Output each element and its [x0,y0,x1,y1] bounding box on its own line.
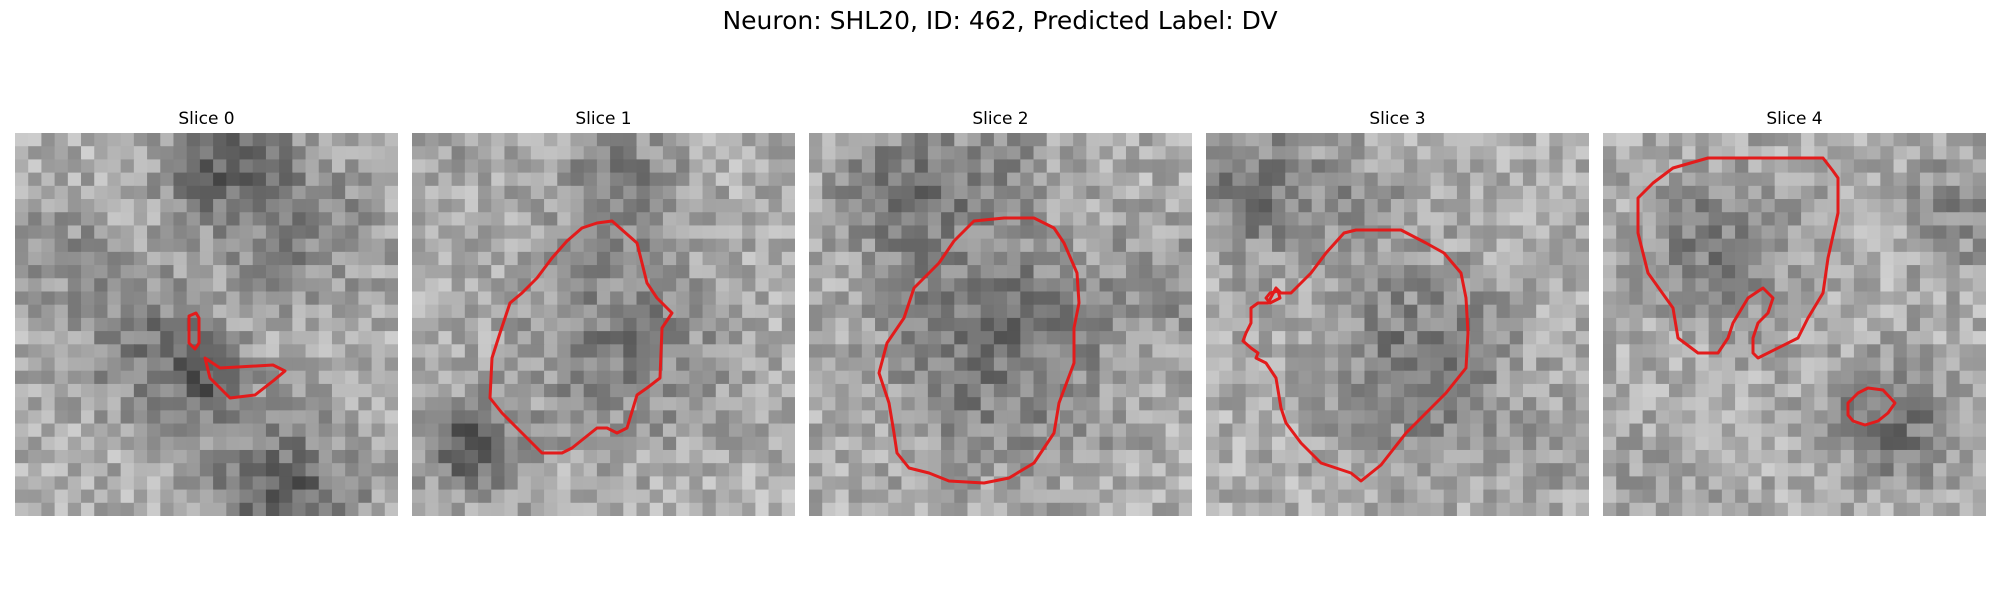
slice-image-4 [1603,133,1986,516]
slice-title-0: Slice 0 [178,109,235,129]
segmentation-contours-1 [488,219,674,455]
microscopy-pixels-2 [809,133,1192,516]
segmentation-contours-0 [187,311,287,400]
slice-title-3: Slice 3 [1369,109,1426,129]
slice-panel-0: Slice 0 [15,109,398,516]
slice-image-3 [1206,133,1589,516]
microscopy-pixels-1 [412,133,795,516]
slice-title-4: Slice 4 [1766,109,1823,129]
segmentation-contours-2 [877,216,1081,485]
microscopy-pixels-0 [15,133,398,516]
slice-panel-2: Slice 2 [809,109,1192,516]
slice-image-0 [15,133,398,516]
slice-title-2: Slice 2 [972,109,1029,129]
segmentation-contours-4 [1636,156,1897,427]
slice-image-2 [809,133,1192,516]
slice-title-1: Slice 1 [575,109,632,129]
slice-panel-3: Slice 3 [1206,109,1589,516]
slice-panel-4: Slice 4 [1603,109,1986,516]
figure-title: Neuron: SHL20, ID: 462, Predicted Label:… [722,6,1278,35]
microscopy-pixels-3 [1206,133,1589,516]
slice-panel-1: Slice 1 [412,109,795,516]
slice-image-1 [412,133,795,516]
segmentation-contours-3 [1241,228,1470,483]
microscopy-pixels-4 [1603,133,1986,516]
